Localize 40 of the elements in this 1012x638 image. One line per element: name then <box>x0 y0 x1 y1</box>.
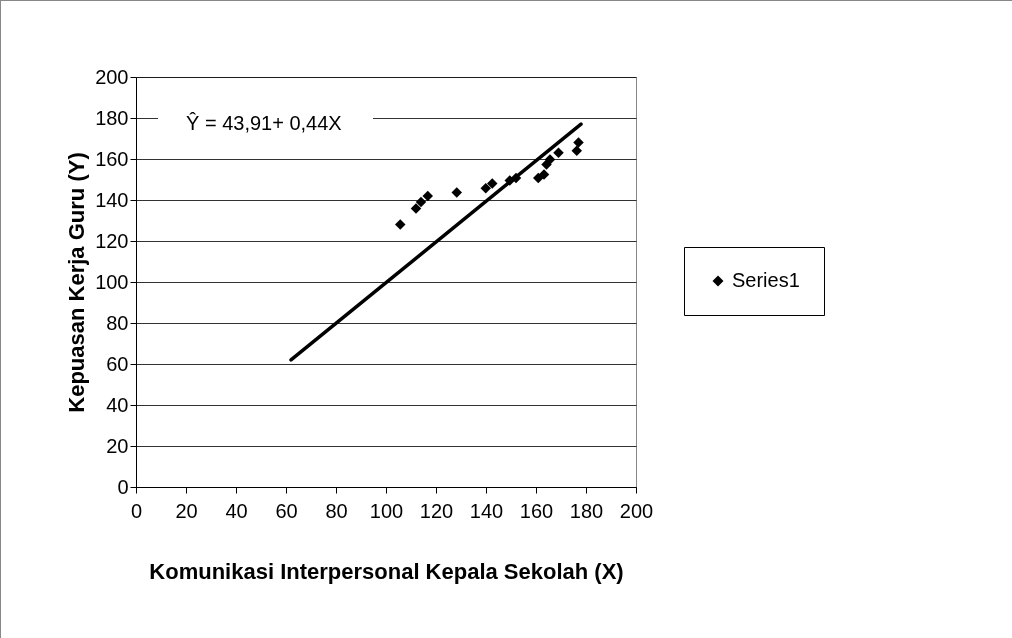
x-tick-label: 160 <box>519 499 554 522</box>
y-tick-label: 40 <box>106 393 129 416</box>
legend-label: Series1 <box>732 269 800 291</box>
point <box>533 172 544 184</box>
annotation: Ŷ = 43,91+ 0,44X <box>186 112 342 134</box>
y-tick-label: 100 <box>95 270 129 293</box>
point <box>538 169 550 180</box>
y-tick-label: 80 <box>106 311 129 334</box>
point <box>510 172 522 184</box>
x-tick-label: 80 <box>325 499 348 522</box>
y-tick-label: 60 <box>106 352 129 375</box>
x-tick-label: 0 <box>130 499 143 522</box>
x-tick-label: 120 <box>419 499 454 522</box>
y-tick-label: 160 <box>95 147 129 170</box>
y-tick-label: 200 <box>95 65 129 88</box>
point <box>451 187 462 198</box>
x-tick-label: 60 <box>275 499 298 522</box>
x-tick-label: 40 <box>225 499 248 522</box>
x-tick-label: 200 <box>619 499 654 522</box>
x-tick-label: 180 <box>569 499 604 522</box>
point <box>553 147 564 159</box>
point <box>395 219 406 230</box>
point <box>571 145 582 157</box>
x-tick-label: 20 <box>175 499 198 522</box>
y-tick-label: 0 <box>117 475 129 498</box>
y-tick-label: 120 <box>95 229 129 252</box>
y-axis-title: Kepuasan Kerja Guru (Y) <box>64 152 90 413</box>
y-tick-label: 180 <box>95 106 129 129</box>
point <box>415 196 427 208</box>
point <box>544 154 556 165</box>
point <box>573 137 584 148</box>
x-tick-label: 100 <box>369 499 404 522</box>
y-tick-label: 20 <box>106 434 129 457</box>
point <box>480 183 491 194</box>
x-tick-label: 140 <box>469 499 504 522</box>
point <box>410 203 422 214</box>
y-tick-label: 140 <box>95 188 129 211</box>
point <box>422 190 433 202</box>
point <box>487 178 498 189</box>
x-axis-title: Komunikasi Interpersonal Kepala Sekolah (X) <box>149 558 624 584</box>
